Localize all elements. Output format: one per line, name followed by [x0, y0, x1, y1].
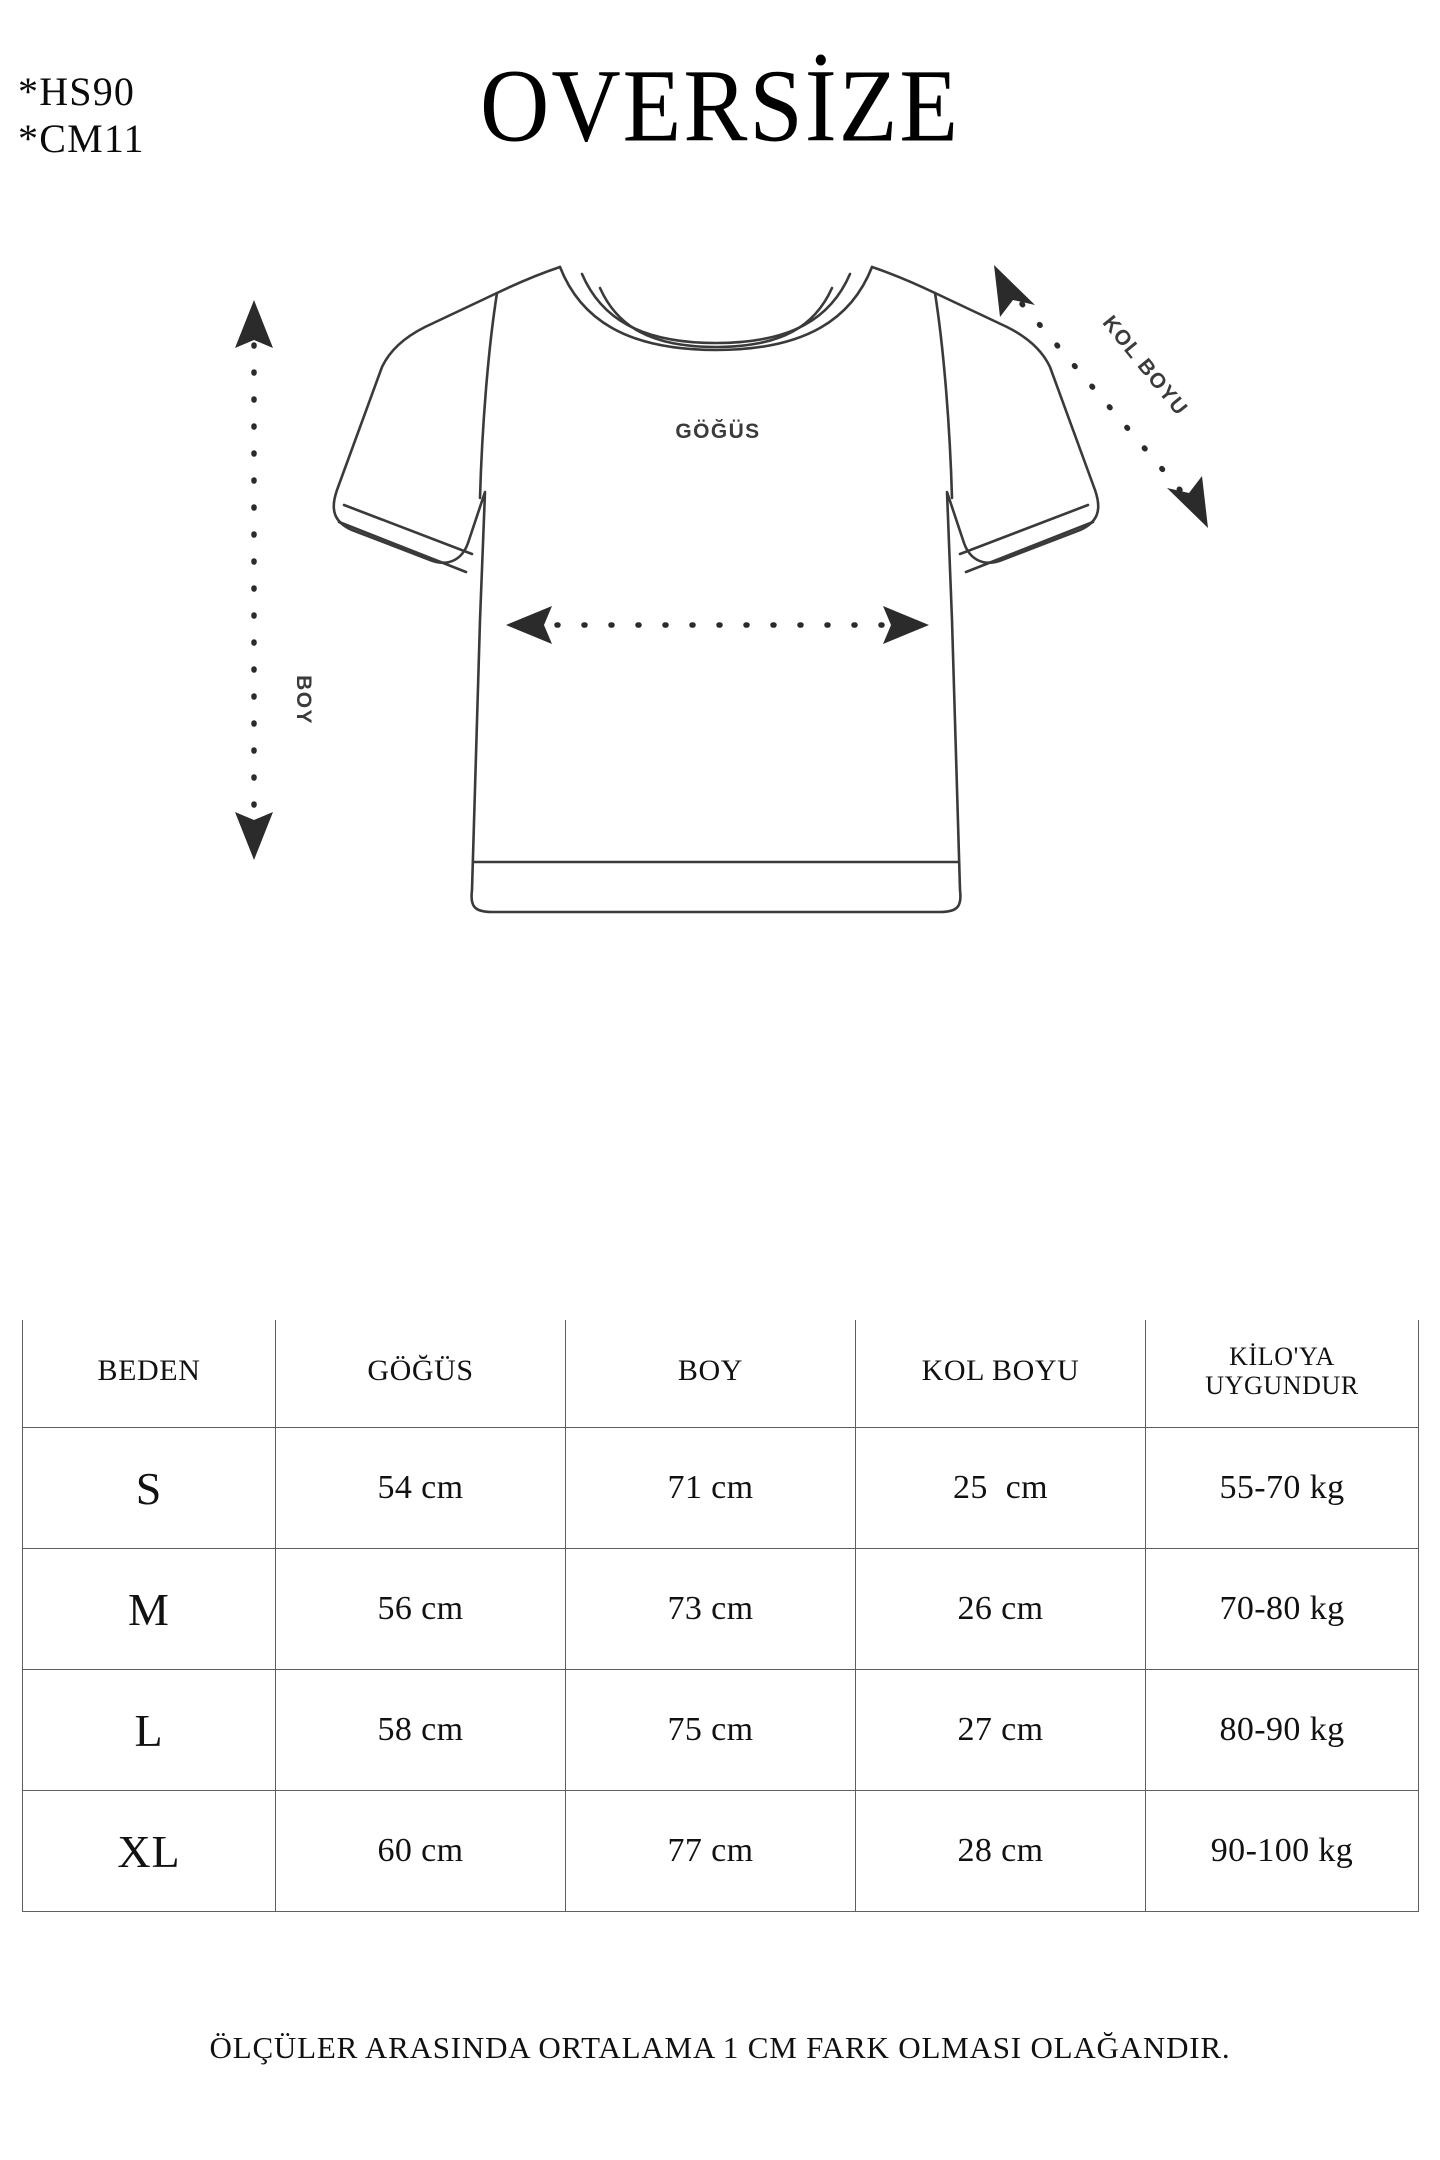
tshirt-collar-rib-2 — [598, 286, 834, 349]
sleeve-arrow-head-top — [994, 265, 1035, 317]
chest-label: GÖĞÜS — [675, 419, 760, 443]
size-table-head: BEDEN GÖĞÜS BOY KOL BOYU KİLO'YA UYGUNDU… — [22, 1320, 1419, 1428]
measurement-note: ÖLÇÜLER ARASINDA ORTALAMA 1 CM FARK OLMA… — [209, 2030, 1231, 2065]
cell-kol-boyu: 26 cm — [855, 1548, 1146, 1670]
cell-kilo: 80-90 kg — [1145, 1669, 1419, 1791]
product-code-cm: *CM11 — [18, 116, 145, 162]
cell-beden: S — [22, 1427, 276, 1549]
column-header-kilo-uygundur: KİLO'YA UYGUNDUR — [1145, 1320, 1419, 1428]
cell-kol-boyu: 28 cm — [855, 1790, 1146, 1912]
page-title: OVERSİZE — [480, 47, 960, 164]
cell-gogus: 60 cm — [275, 1790, 566, 1912]
page-header: *HS90 *CM11 OVERSİZE — [0, 0, 1440, 200]
product-codes: *HS90 *CM11 — [18, 68, 145, 162]
tshirt-armhole-right — [933, 291, 954, 500]
tshirt-sleeve-cuff-right-inner — [964, 520, 1095, 574]
tshirt-sleeve-cuff-right — [958, 503, 1090, 556]
tshirt-sleeve-cuff-left-inner — [337, 520, 468, 574]
cell-beden: M — [22, 1548, 276, 1670]
column-header-gogus-label: GÖĞÜS — [367, 1354, 474, 1388]
column-header-kilo-line2: UYGUNDUR — [1205, 1371, 1359, 1400]
size-table-body: S 54 cm 71 cm 25 cm 55-70 kg M 56 cm 73 … — [22, 1427, 1419, 1912]
column-header-beden: BEDEN — [22, 1320, 276, 1428]
length-arrow-head-bottom — [235, 812, 273, 860]
cell-beden: XL — [22, 1790, 276, 1912]
length-arrow-head-top — [235, 300, 273, 348]
cell-gogus: 54 cm — [275, 1427, 566, 1549]
column-header-boy-label: BOY — [677, 1354, 744, 1388]
tshirt-sleeve-cuff-left — [342, 503, 474, 556]
table-row: S 54 cm 71 cm 25 cm 55-70 kg — [22, 1427, 1419, 1549]
cell-gogus: 58 cm — [275, 1669, 566, 1791]
tshirt-body-path — [332, 265, 1100, 914]
cell-boy: 71 cm — [565, 1427, 856, 1549]
cell-kilo: 55-70 kg — [1145, 1427, 1419, 1549]
column-header-beden-label: BEDEN — [97, 1354, 201, 1388]
chest-measure-arrow — [506, 606, 929, 644]
product-code-hs: *HS90 — [18, 69, 136, 114]
table-row: L 58 cm 75 cm 27 cm 80-90 kg — [22, 1669, 1419, 1791]
tshirt-neckline-outer — [558, 265, 874, 352]
cell-boy: 77 cm — [565, 1790, 856, 1912]
table-header-row: BEDEN GÖĞÜS BOY KOL BOYU KİLO'YA UYGUNDU… — [22, 1320, 1419, 1428]
sleeve-measure-arrow — [994, 265, 1208, 528]
column-header-gogus: GÖĞÜS — [275, 1320, 566, 1428]
sleeve-arrow-head-bottom — [1167, 476, 1208, 528]
cell-gogus: 56 cm — [275, 1548, 566, 1670]
cell-kol-boyu: 25 cm — [855, 1427, 1146, 1549]
tshirt-armhole-left — [478, 291, 499, 500]
cell-beden: L — [22, 1669, 276, 1791]
column-header-kilo-line1: KİLO'YA — [1229, 1341, 1335, 1371]
sleeve-label: KOL BOYU — [1098, 311, 1192, 420]
cell-kilo: 70-80 kg — [1145, 1548, 1419, 1670]
table-row: M 56 cm 73 cm 26 cm 70-80 kg — [22, 1548, 1419, 1670]
length-label: BOY — [292, 675, 315, 725]
table-row: XL 60 cm 77 cm 28 cm 90-100 kg — [22, 1790, 1419, 1912]
column-header-boy: BOY — [565, 1320, 856, 1428]
cell-boy: 73 cm — [565, 1548, 856, 1670]
tshirt-diagram: GÖĞÜS BOY KOL BOYU — [0, 200, 1440, 1280]
column-header-kol-boyu-label: KOL BOYU — [921, 1354, 1080, 1388]
tshirt-outline-group — [332, 265, 1100, 914]
length-measure-arrow — [235, 300, 273, 860]
chest-arrow-head-right — [883, 606, 929, 644]
size-table: BEDEN GÖĞÜS BOY KOL BOYU KİLO'YA UYGUNDU… — [22, 1320, 1419, 1912]
cell-boy: 75 cm — [565, 1669, 856, 1791]
cell-kol-boyu: 27 cm — [855, 1669, 1146, 1791]
size-table-wrapper: BEDEN GÖĞÜS BOY KOL BOYU KİLO'YA UYGUNDU… — [22, 1320, 1419, 1912]
cell-kilo: 90-100 kg — [1145, 1790, 1419, 1912]
tshirt-collar-rib-1 — [580, 272, 852, 345]
chest-arrow-head-left — [506, 606, 552, 644]
column-header-kol-boyu: KOL BOYU — [855, 1320, 1146, 1428]
